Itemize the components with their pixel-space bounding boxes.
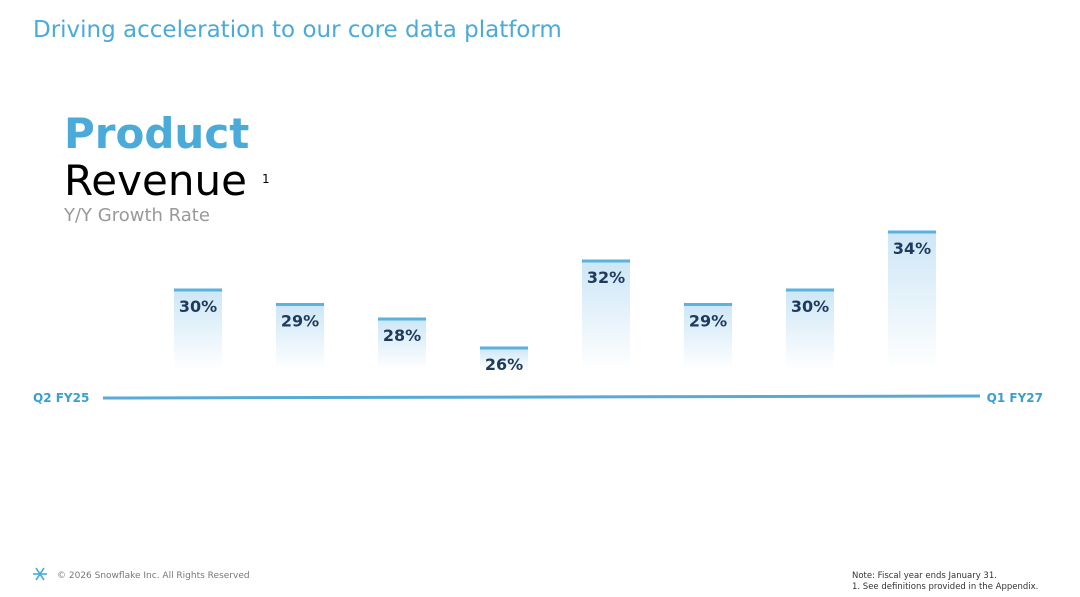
- bar-top: [684, 303, 732, 306]
- bar: [378, 319, 426, 370]
- bar: [888, 232, 936, 370]
- chart-subtitle: Y/Y Growth Rate: [63, 205, 210, 226]
- value-label: 30%: [791, 297, 829, 316]
- bar: [582, 261, 630, 370]
- bar-top: [174, 288, 222, 292]
- footnote: 1. See definitions provided in the Appen…: [852, 582, 1038, 592]
- bar-top: [276, 303, 324, 306]
- bar: [174, 290, 222, 370]
- bar-top: [786, 288, 834, 292]
- bar-top: [582, 259, 630, 263]
- bar-top: [888, 230, 936, 234]
- value-label: 32%: [587, 268, 625, 287]
- value-label: 29%: [281, 312, 319, 331]
- bar-top: [480, 346, 528, 350]
- value-label: 26%: [485, 355, 523, 374]
- title-footnote-marker: 1: [262, 172, 270, 186]
- value-label: 34%: [893, 239, 931, 258]
- copyright: © 2026 Snowflake Inc. All Rights Reserve…: [57, 571, 250, 581]
- bar: [684, 304, 732, 370]
- bar: [480, 348, 528, 370]
- slide-title: Driving acceleration to our core data pl…: [33, 17, 562, 43]
- x-axis-line: [102, 394, 981, 400]
- x-axis-end-label: Q1 FY27: [987, 391, 1043, 405]
- value-label: 29%: [689, 312, 727, 331]
- value-label: 30%: [179, 297, 217, 316]
- bar: [276, 304, 324, 370]
- footnote: Note: Fiscal year ends January 31.: [852, 571, 997, 581]
- snowflake-logo: [33, 567, 47, 581]
- bar-top: [378, 317, 426, 321]
- value-label: 28%: [383, 326, 421, 345]
- bar: [786, 290, 834, 370]
- x-axis-end-label: Q2 FY25: [33, 391, 89, 405]
- chart-title: Product: [64, 109, 249, 158]
- chart-title-line2: Revenue: [64, 156, 247, 205]
